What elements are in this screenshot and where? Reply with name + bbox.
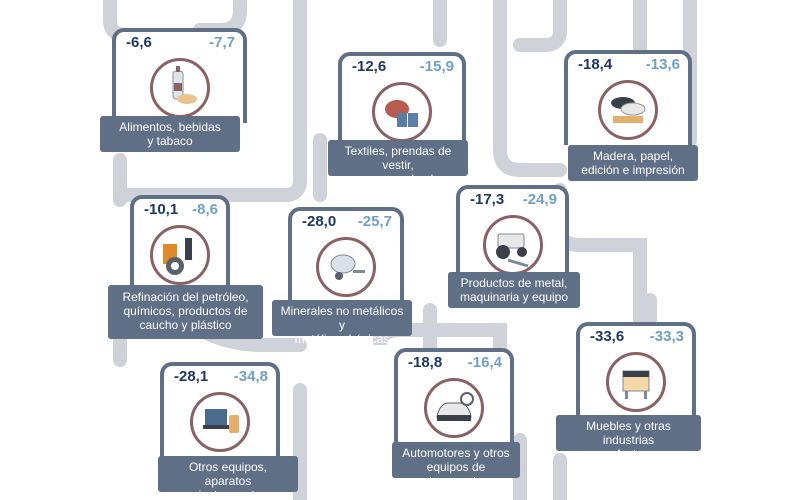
value-primary: -10,1 bbox=[144, 201, 179, 218]
sector-card: -28,1 -34,8 bbox=[160, 362, 280, 457]
car-icon bbox=[436, 392, 474, 421]
value-primary: -12,6 bbox=[352, 58, 387, 75]
sector-card: -28,0 -25,7 bbox=[288, 207, 404, 302]
pipe-segment bbox=[493, 0, 567, 177]
value-primary: -18,8 bbox=[408, 354, 443, 371]
value-primary: -28,0 bbox=[302, 213, 337, 230]
value-primary: -33,6 bbox=[590, 328, 625, 345]
tractor-icon bbox=[482, 215, 543, 275]
sector-card: -12,6 -15,9 bbox=[338, 52, 466, 142]
devices-icon bbox=[190, 392, 250, 452]
pipe-segment bbox=[513, 0, 567, 52]
value-secondary: -13,6 bbox=[645, 56, 680, 73]
sector-card: -18,8 -16,4 bbox=[394, 348, 514, 443]
sector-card: -10,1 -8,6 bbox=[130, 195, 230, 290]
fabric-clothes-icon bbox=[372, 82, 432, 142]
sector-label: Minerales no metálicos y metálicas básic… bbox=[272, 300, 412, 346]
value-primary: -18,4 bbox=[578, 56, 613, 73]
sector-card: -17,3 -24,9 bbox=[456, 185, 569, 280]
tractor-icon bbox=[495, 233, 528, 268]
value-secondary: -33,3 bbox=[649, 328, 684, 345]
refinery-tires-icon bbox=[150, 225, 210, 285]
mixer-tools-icon bbox=[316, 237, 376, 297]
paper-rolls-icon bbox=[611, 97, 646, 123]
value-secondary: -16,4 bbox=[467, 354, 502, 371]
furniture-icon bbox=[606, 352, 666, 412]
sector-label: Madera, papel, edición e impresión bbox=[568, 145, 698, 181]
value-secondary: -34,8 bbox=[233, 368, 268, 385]
sector-label: Productos de metal, maquinaria y equipo bbox=[448, 272, 580, 308]
sector-label: Otros equipos, aparatos e instrumentos bbox=[158, 456, 298, 500]
sector-label: Refinación del petróleo, químicos, produ… bbox=[108, 285, 263, 339]
furniture-icon bbox=[622, 370, 650, 399]
bottle-bread-icon bbox=[172, 66, 197, 104]
paper-rolls-icon bbox=[598, 80, 658, 140]
sector-label: Muebles y otras industrias manufacturera… bbox=[556, 415, 701, 461]
value-secondary: -15,9 bbox=[419, 58, 454, 75]
sector-card: -6,6 -7,7 bbox=[112, 28, 247, 123]
pipe-segment bbox=[113, 0, 307, 202]
refinery-tires-icon bbox=[163, 238, 192, 275]
bottle-bread-icon bbox=[149, 58, 210, 118]
fabric-clothes-icon bbox=[385, 100, 418, 127]
value-secondary: -7,7 bbox=[209, 34, 235, 51]
value-secondary: -8,6 bbox=[192, 201, 218, 218]
sector-card: -18,4 -13,6 bbox=[564, 50, 692, 145]
value-secondary: -24,9 bbox=[522, 191, 557, 208]
sector-card: -33,6 -33,3 bbox=[576, 322, 696, 417]
car-icon bbox=[424, 378, 484, 438]
value-primary: -28,1 bbox=[174, 368, 209, 385]
mixer-tools-icon bbox=[330, 254, 365, 280]
sector-label: Alimentos, bebidas y tabaco bbox=[100, 116, 240, 152]
value-primary: -17,3 bbox=[470, 191, 505, 208]
value-primary: -6,6 bbox=[126, 34, 152, 51]
sector-label: Textiles, prendas de vestir, cuero y cal… bbox=[328, 140, 468, 186]
value-secondary: -25,7 bbox=[357, 213, 392, 230]
pipe-segment bbox=[193, 0, 247, 37]
devices-icon bbox=[203, 409, 239, 433]
sector-label: Automotores y otros equipos de transport… bbox=[392, 442, 520, 488]
